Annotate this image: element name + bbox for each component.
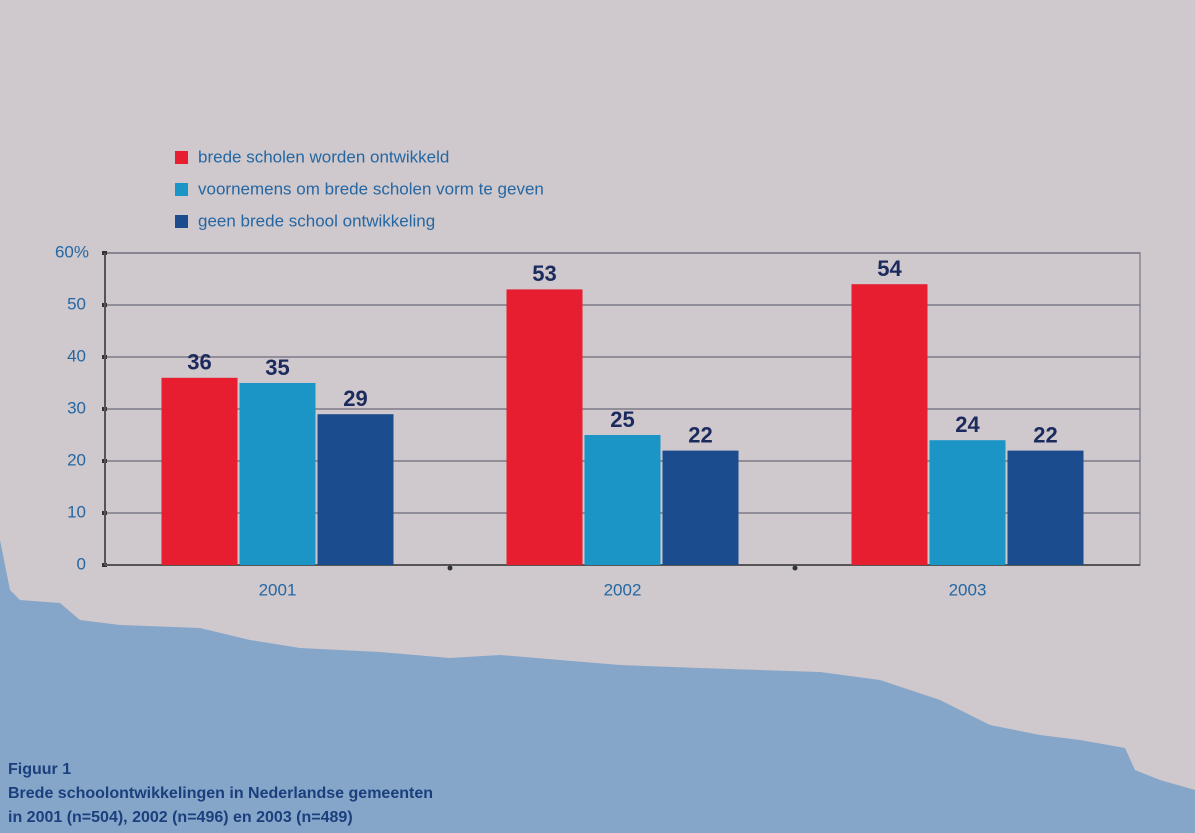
bar (162, 378, 238, 565)
bar (240, 383, 316, 565)
legend-swatch (175, 151, 188, 164)
y-tick-label: 20 (67, 450, 86, 469)
bar (507, 289, 583, 565)
y-tick-label: 0 (77, 554, 86, 573)
data-label: 25 (610, 407, 634, 432)
page: 0 10 20 30 40 50 60% 2001 36 35 29 2002 53 25 22 2003 54… (0, 0, 1195, 833)
legend-label: voornemens om brede scholen vorm te geve… (198, 179, 544, 198)
y-tick-label: 10 (67, 502, 86, 521)
data-label: 22 (1033, 422, 1057, 447)
legend-swatch (175, 183, 188, 196)
y-tick-label: 50 (67, 294, 86, 313)
data-label: 35 (265, 355, 289, 380)
caption-line: Brede schoolontwikkelingen in Nederlands… (8, 785, 433, 802)
chart: 0 10 20 30 40 50 60% 2001 36 35 29 2002 53 25 22 2003 54… (0, 0, 1195, 833)
x-tick-label: 2003 (949, 580, 987, 599)
bar (1008, 451, 1084, 565)
y-tick-label: 60% (55, 242, 89, 261)
legend-label: brede scholen worden ontwikkeld (198, 147, 449, 166)
legend-label: geen brede school ontwikkeling (198, 211, 435, 230)
bar (585, 435, 661, 565)
category-separator (793, 566, 798, 571)
data-label: 54 (877, 256, 902, 281)
x-tick-label: 2001 (259, 580, 297, 599)
bar (318, 414, 394, 565)
y-tick-label: 30 (67, 398, 86, 417)
data-label: 36 (187, 350, 211, 375)
y-tick-label: 40 (67, 346, 86, 365)
bar (663, 451, 739, 565)
bar (852, 284, 928, 565)
x-tick-label: 2002 (604, 580, 642, 599)
data-label: 29 (343, 386, 367, 411)
category-separator (448, 566, 453, 571)
data-label: 53 (532, 261, 556, 286)
legend-swatch (175, 215, 188, 228)
data-label: 22 (688, 422, 712, 447)
data-label: 24 (955, 412, 980, 437)
caption-line: Figuur 1 (8, 761, 71, 778)
caption-line: in 2001 (n=504), 2002 (n=496) en 2003 (n… (8, 809, 353, 826)
bar (930, 440, 1006, 565)
